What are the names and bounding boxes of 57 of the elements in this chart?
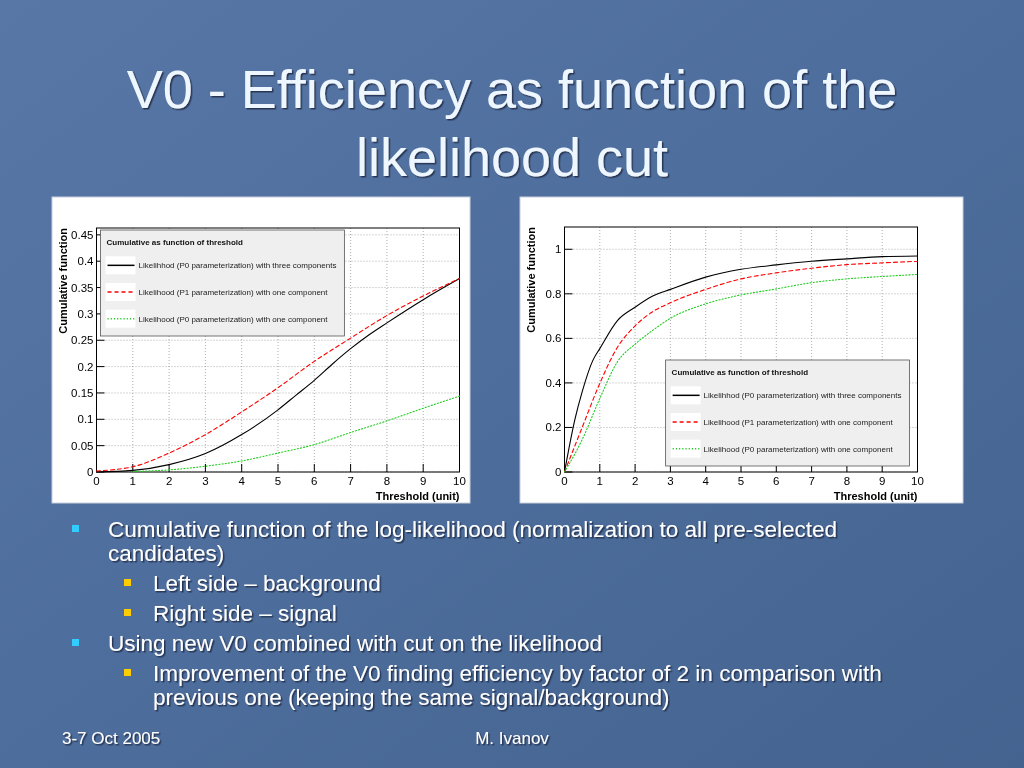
x-tick-label: 8 — [383, 475, 391, 487]
legend-label: Likelihood (P1 parameterization) with one component — [703, 418, 894, 427]
y-tick-label: 0.45 — [71, 228, 94, 241]
y-tick-label: 1 — [555, 243, 562, 256]
text: Left side – background — [153, 571, 381, 596]
legend-label: Likelihood (P1 parameterization) with one component — [138, 288, 329, 297]
x-tick-label: 4 — [702, 475, 710, 487]
x-tick-label: 7 — [347, 475, 354, 487]
x-tick-label: 5 — [274, 475, 282, 487]
y-axis-title: Cumulative function — [56, 227, 69, 334]
y-tick-label: 0.4 — [77, 255, 95, 268]
x-tick-label: 2 — [631, 475, 639, 487]
legend-label: Likelihood (P0 parameterization) with one component — [138, 314, 329, 324]
y-tick-label: 0.2 — [545, 421, 562, 434]
y-tick-label: 0.3 — [77, 307, 94, 320]
x-tick-label: 10 — [453, 475, 466, 487]
x-tick-label: 1 — [596, 475, 603, 487]
x-tick-label: 8 — [843, 475, 851, 487]
x-tick-label: 2 — [165, 475, 173, 487]
x-tick-label: 6 — [773, 475, 780, 487]
x-tick-label: 3 — [202, 475, 209, 487]
x-axis-title: Threshold (unit) — [833, 490, 918, 502]
y-tick-label: 0.8 — [545, 287, 562, 300]
y-tick-label: 0 — [555, 466, 562, 478]
x-tick-label: 10 — [911, 475, 924, 487]
x-tick-label: 3 — [667, 475, 674, 487]
x-tick-label: 5 — [737, 475, 745, 487]
y-tick-label: 0.1 — [77, 413, 94, 426]
y-tick-label: 0.25 — [71, 334, 94, 347]
legend-label: Likelihood (P0 parameterization) with one component — [703, 444, 894, 454]
line-series — [132, 395, 461, 473]
x-tick-label: 9 — [879, 475, 886, 487]
legend-label: Likelihhod (P0 parameterization) with three components — [703, 391, 902, 401]
y-tick-label: 0.4 — [545, 376, 563, 389]
y-tick-label: 0.35 — [71, 281, 94, 294]
legend-title: Cumulative as function of threshold — [671, 368, 809, 377]
text: Right side – signal — [153, 601, 337, 626]
text: 3-7 Oct 2005 — [62, 729, 161, 748]
x-tick-label: 4 — [238, 475, 246, 487]
x-tick-label: 6 — [311, 475, 318, 487]
y-tick-label: 0 — [87, 466, 94, 478]
text: M. Ivanov — [475, 729, 550, 748]
y-tick-label: 0.6 — [545, 332, 562, 345]
y-tick-label: 0.2 — [77, 360, 94, 373]
y-axis-title: Cumulative function — [524, 226, 537, 333]
x-tick-label: 9 — [420, 475, 427, 487]
x-tick-label: 1 — [129, 475, 136, 487]
text: Cumulative function of the log-likelihood (normalization to all pre-selected candidates) — [108, 517, 838, 566]
text: Using new V0 combined with cut on the likelihood — [108, 631, 603, 656]
text: V0 - Efficiency as function of the likelihood cut — [126, 59, 898, 187]
y-tick-label: 0.15 — [71, 386, 94, 399]
x-axis-title: Threshold (unit) — [375, 490, 460, 502]
x-tick-label: 7 — [808, 475, 815, 487]
legend-label: Likelihhod (P0 parameterization) with three components — [138, 261, 337, 271]
y-tick-label: 0.05 — [71, 439, 94, 452]
legend-title: Cumulative as function of threshold — [106, 238, 244, 247]
text: Improvement of the V0 finding efficiency by factor of 2 in comparison with previous one (keeping the same signal/background) — [153, 661, 882, 710]
